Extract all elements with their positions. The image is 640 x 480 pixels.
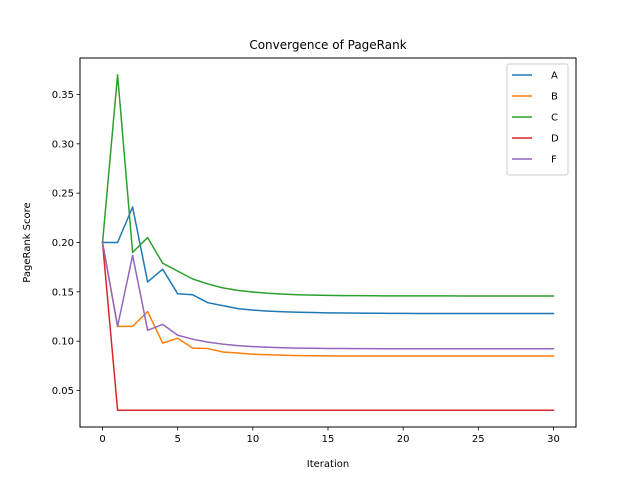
y-axis: 0.05 0.10 0.15 0.20 0.25 0.30 0.35 [52,90,80,397]
x-axis-label: Iteration [307,459,349,470]
y-tick-label: 0.15 [52,287,74,298]
legend-label-D: D [551,134,559,145]
y-tick-label: 0.10 [52,337,74,348]
x-tick-label: 20 [397,434,410,445]
x-tick-label: 30 [547,434,560,445]
legend-label-A: A [551,71,558,82]
y-axis-label: PageRank Score [22,202,33,282]
series-line-B [101,241,555,357]
x-axis: 0 5 10 15 20 25 30 [99,427,560,445]
legend-label-B: B [551,92,558,103]
series-line-D [101,241,555,411]
chart-title: Convergence of PageRank [249,38,406,52]
x-tick-label: 5 [175,434,181,445]
legend-label-F: F [551,155,557,166]
y-tick-label: 0.35 [52,90,74,101]
legend-label-C: C [551,113,558,124]
legend-box [506,63,569,176]
x-tick-label: 10 [246,434,259,445]
series-line-A [101,206,555,315]
x-tick-label: 15 [322,434,335,445]
y-tick-label: 0.05 [52,386,74,397]
x-tick-label: 0 [99,434,105,445]
y-tick-label: 0.25 [52,189,74,200]
x-tick-label: 25 [472,434,485,445]
series-line-F [101,241,555,350]
y-tick-label: 0.30 [52,139,74,150]
series-line-C [101,74,555,297]
series-layer [101,74,555,411]
y-tick-label: 0.20 [52,238,74,249]
